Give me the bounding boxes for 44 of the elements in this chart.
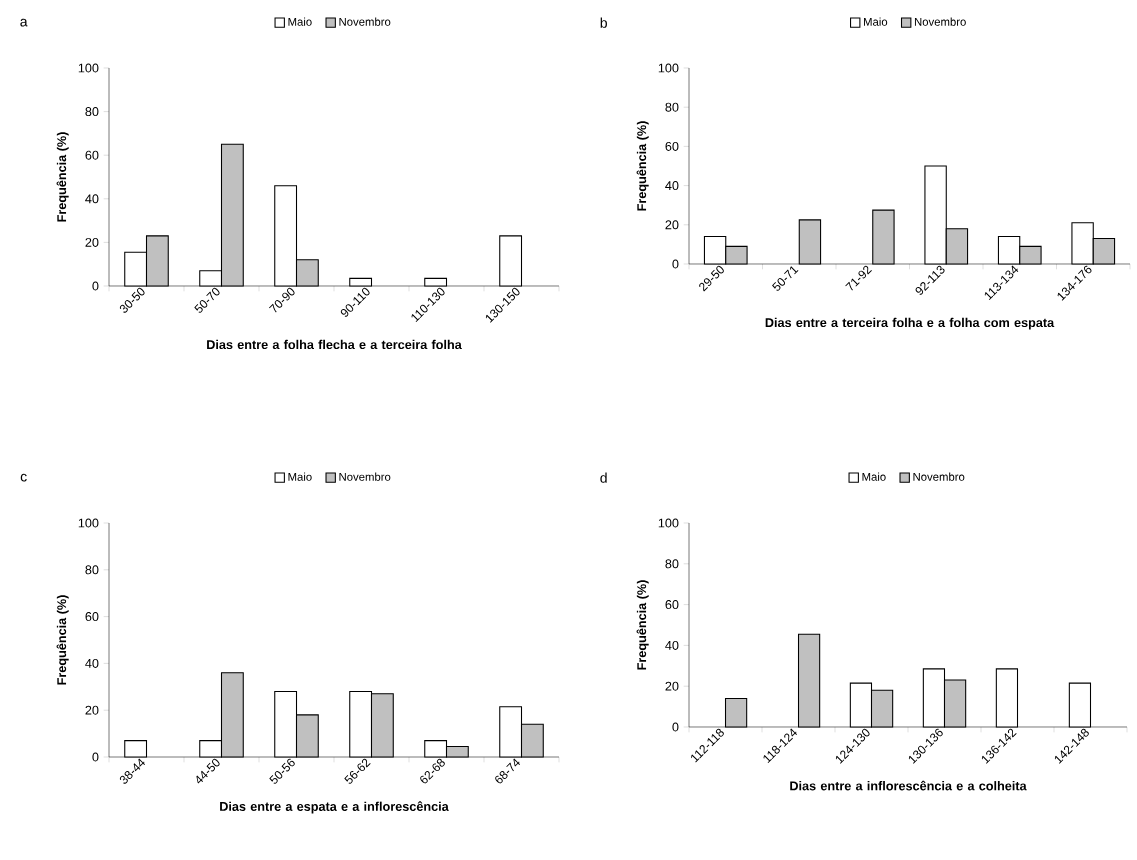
- y-tick-label: 60: [85, 150, 99, 160]
- chart-title: a: [20, 18, 28, 27]
- legend-label: Novembro: [339, 17, 391, 26]
- y-axis-title: Frequência (%): [636, 580, 649, 670]
- y-tick-label: 40: [85, 194, 99, 204]
- y-tick-label: 0: [92, 752, 99, 762]
- y-tick-label: 60: [665, 141, 679, 151]
- y-tick-label: 100: [78, 63, 99, 73]
- y-axis-title: Frequência (%): [56, 132, 69, 222]
- chart-title: d: [600, 472, 607, 483]
- legend-label: Maio: [862, 472, 886, 481]
- y-tick-label: 20: [85, 705, 99, 715]
- y-tick-label: 0: [92, 281, 99, 291]
- legend-label: Maio: [288, 17, 312, 26]
- y-tick-label: 40: [85, 658, 99, 668]
- legend-label: Maio: [288, 472, 312, 481]
- y-tick-label: 80: [665, 559, 679, 569]
- y-tick-label: 100: [78, 518, 99, 528]
- legend-label: Novembro: [339, 472, 391, 481]
- y-tick-label: 100: [658, 518, 679, 528]
- y-tick-label: 20: [665, 681, 679, 691]
- y-tick-label: 100: [658, 63, 679, 73]
- x-axis-title: Dias entre a folha flecha e a terceira folha: [207, 339, 462, 350]
- x-axis-title: Dias entre a espata e a inflorescência: [220, 801, 449, 814]
- x-axis-title: Dias entre a terceira folha e a folha com espata: [765, 317, 1055, 330]
- y-tick-label: 0: [672, 722, 679, 732]
- chart-title: c: [20, 473, 27, 482]
- x-axis-title: Dias entre a inflorescência e a colheita: [790, 780, 1027, 791]
- y-axis-title: Frequência (%): [56, 595, 69, 685]
- y-tick-label: 80: [85, 107, 99, 117]
- y-tick-label: 60: [85, 612, 99, 622]
- y-tick-label: 20: [665, 220, 679, 230]
- legend-label: Novembro: [913, 472, 965, 481]
- legend-label: Maio: [864, 17, 888, 26]
- y-tick-label: 40: [665, 640, 679, 650]
- y-tick-label: 60: [665, 600, 679, 610]
- y-tick-label: 40: [665, 181, 679, 191]
- chart-title: b: [600, 17, 607, 28]
- y-tick-label: 0: [672, 259, 679, 269]
- y-axis-title: Frequência (%): [636, 121, 649, 211]
- y-tick-label: 80: [85, 565, 99, 575]
- y-tick-label: 20: [85, 237, 99, 247]
- legend-label: Novembro: [914, 17, 966, 26]
- y-tick-label: 80: [665, 102, 679, 112]
